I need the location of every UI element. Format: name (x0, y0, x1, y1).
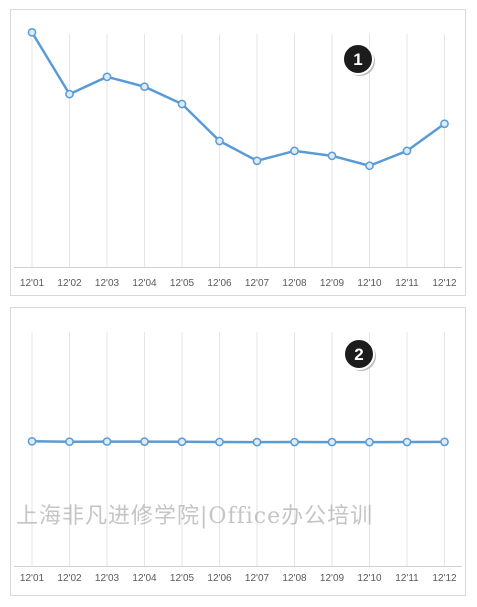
number-badge: 1 (342, 43, 375, 76)
data-point (290, 437, 299, 447)
x-tick-label: 12'12 (432, 573, 457, 584)
x-tick-label: 12'02 (57, 573, 82, 584)
x-tick-label: 12'04 (132, 573, 157, 584)
data-point (140, 437, 149, 446)
x-tick-label: 12'05 (170, 278, 195, 289)
data-point (440, 437, 449, 447)
x-tick-label: 12'05 (170, 573, 195, 584)
series-line (31, 440, 445, 444)
data-point (290, 146, 299, 156)
x-tick-label: 12'11 (395, 278, 419, 289)
data-point (177, 437, 187, 447)
x-tick-label: 12'03 (95, 278, 120, 289)
x-tick-label: 12'09 (320, 278, 345, 289)
data-point (252, 156, 262, 166)
data-point (327, 437, 337, 447)
data-point (402, 437, 412, 447)
data-point (65, 89, 74, 99)
badge-number: 1 (353, 50, 362, 69)
x-tick-label: 12'08 (282, 573, 307, 584)
x-tick-label: 12'10 (357, 278, 382, 289)
data-point (252, 437, 262, 447)
line-chart-2: 12'01 12'02 12'03 12'04 12'05 12'06 12'07 12'08… (14, 332, 462, 584)
data-point (140, 82, 149, 92)
line-chart-1: 12'01 12'02 12'03 12'04 12'05 12'06 12'07 12'08… (14, 28, 462, 289)
x-tick-label: 12'08 (282, 278, 307, 289)
x-tick-label: 12'01 (20, 278, 45, 289)
watermark-text: 上海非凡进修学院|Office办公培训 (16, 504, 374, 529)
x-tick-label: 12'04 (132, 278, 157, 289)
data-point (102, 72, 112, 82)
x-tick-label: 12'01 (20, 573, 45, 584)
series-line (30, 31, 446, 167)
x-tick-label: 12'06 (207, 278, 232, 289)
x-tick-label: 12'10 (357, 573, 382, 584)
data-point (402, 146, 412, 156)
x-tick-label: 12'03 (95, 573, 120, 584)
x-tick-label: 12'09 (320, 573, 345, 584)
x-tick-label: 12'12 (432, 278, 457, 289)
badge-number: 2 (354, 345, 363, 364)
data-point (327, 151, 337, 161)
badge-circle (343, 338, 375, 370)
x-tick-label: 12'07 (245, 573, 270, 584)
x-tick-label: 12'06 (207, 573, 232, 584)
number-badge: 2 (343, 338, 376, 371)
data-point (177, 99, 187, 109)
chart-panel-1: 12'01 12'02 12'03 12'04 12'05 12'06 12'07 12'08… (10, 9, 466, 296)
x-tick-label: 12'07 (245, 278, 270, 289)
data-point (215, 437, 224, 447)
data-point (27, 436, 37, 446)
x-tick-label: 12'11 (395, 573, 419, 584)
chart-panel-2: 12'01 12'02 12'03 12'04 12'05 12'06 12'07 12'08… (10, 307, 466, 596)
data-point (102, 437, 112, 446)
data-point (27, 28, 37, 37)
data-point (440, 119, 449, 129)
x-tick-label: 12'02 (57, 278, 82, 289)
badge-circle (342, 43, 374, 75)
data-point (365, 437, 374, 447)
data-point (65, 437, 74, 447)
data-point (365, 161, 374, 171)
data-point (215, 136, 224, 146)
